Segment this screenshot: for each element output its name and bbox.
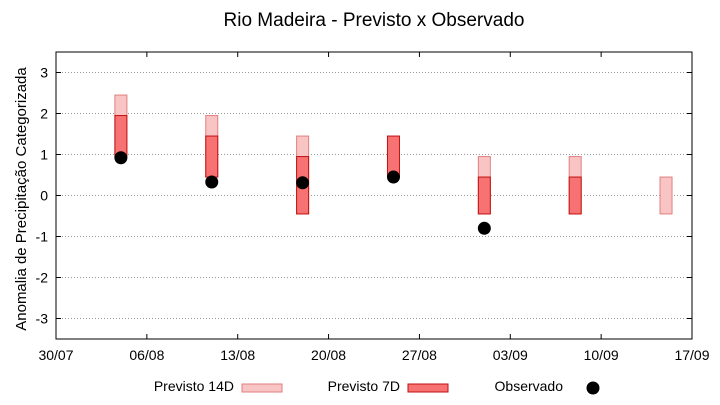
y-tick-label: 1 [40, 147, 48, 163]
y-tick-label: -3 [36, 311, 49, 327]
x-tick-label: 17/09 [674, 347, 709, 363]
observed-point [114, 151, 128, 165]
y-axis-label: Anomalia de Precipitação Categorizada [13, 67, 30, 331]
grid-lines [56, 72, 692, 319]
observed-point [205, 175, 219, 189]
x-tick-label: 10/09 [584, 347, 619, 363]
range-bar-7d [477, 176, 491, 215]
y-tick-label: 3 [40, 65, 48, 81]
range-bar-7d [568, 176, 582, 215]
range-bar-7d [114, 115, 128, 158]
range-bar-7d [205, 135, 219, 178]
y-tick-label: 2 [40, 106, 48, 122]
chart-title: Rio Madeira - Previsto x Observado [224, 10, 525, 31]
legend-swatch [241, 383, 283, 393]
x-tick-label: 27/08 [402, 347, 437, 363]
x-tick-label: 20/08 [311, 347, 346, 363]
x-tick-label: 03/09 [493, 347, 528, 363]
x-tick-label: 06/08 [129, 347, 164, 363]
observed-point [296, 176, 310, 190]
legend-swatch [407, 383, 449, 393]
x-tick-label: 13/08 [220, 347, 255, 363]
y-tick-label: -1 [36, 229, 49, 245]
series-observado [114, 151, 491, 235]
legend-label: Previsto 14D [154, 378, 234, 394]
observed-point [386, 170, 400, 184]
legend: Previsto 14D Previsto 7D Observado [154, 378, 600, 395]
y-tick-label: -2 [36, 270, 49, 286]
legend-swatch [586, 381, 600, 395]
x-axis-ticks: 30/07 06/08 13/08 20/08 27/08 03/09 10/09 17/09 [38, 52, 710, 363]
series-previsto-7d [114, 115, 582, 215]
legend-label: Previsto 7D [328, 378, 400, 394]
legend-label: Observado [495, 378, 564, 394]
observed-point [477, 221, 491, 235]
y-axis-ticks: -3 -2 -1 0 1 2 3 [36, 65, 692, 327]
x-tick-label: 30/07 [38, 347, 73, 363]
range-bar-14d [659, 176, 673, 215]
y-tick-label: 0 [40, 188, 48, 204]
